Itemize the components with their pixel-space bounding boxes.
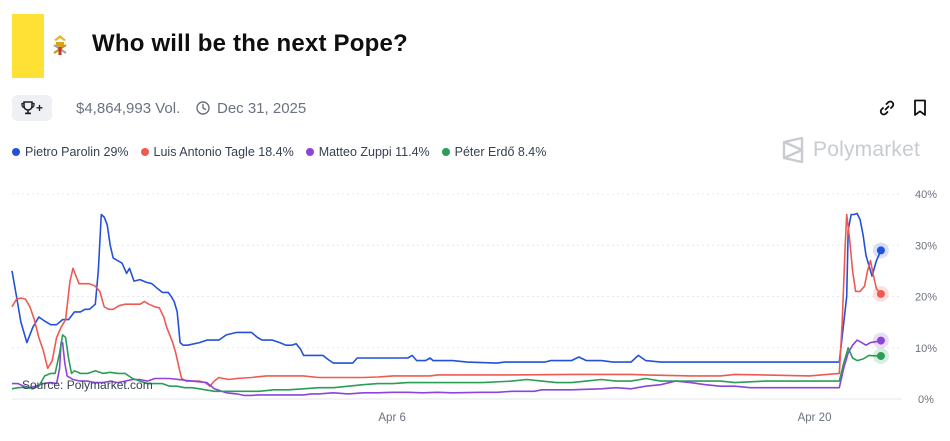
legend-label: Matteo Zuppi 11.4% — [318, 145, 430, 159]
legend-label: Pietro Parolin 29% — [25, 145, 129, 159]
series-line — [12, 339, 882, 397]
trophy-plus-button[interactable]: + — [12, 95, 52, 121]
y-tick-label: 40% — [915, 189, 937, 201]
link-icon[interactable] — [878, 99, 896, 117]
series-end-dot — [876, 336, 885, 345]
legend-dot — [140, 148, 149, 156]
series-end-dot — [876, 351, 885, 360]
legend-item-zuppi: Matteo Zuppi 11.4% — [305, 144, 430, 160]
chart-legend: Pietro Parolin 29% Luis Antonio Tagle 18… — [12, 144, 546, 160]
series-line — [11, 212, 882, 364]
market-title: Who will be the next Pope? — [92, 30, 408, 57]
x-tick-label: Apr 6 — [378, 412, 406, 424]
legend-dot — [305, 148, 314, 156]
series-end-dot — [876, 289, 885, 298]
y-tick-label: 30% — [915, 240, 937, 252]
legend-item-erdo: Péter Erdő 8.4% — [441, 144, 547, 160]
legend-item-tagle: Luis Antonio Tagle 18.4% — [140, 144, 294, 160]
market-end-date: Dec 31, 2025 — [217, 100, 307, 117]
polymarket-logo-icon — [782, 137, 804, 163]
legend-label: Péter Erdő 8.4% — [454, 145, 547, 159]
trophy-icon — [21, 101, 35, 115]
polymarket-brand: Polymarket — [781, 137, 920, 163]
series-end-dot — [876, 246, 885, 255]
y-tick-label: 20% — [915, 292, 937, 304]
series-line — [11, 334, 881, 393]
y-axis-ticks: 0% 10% 20% 30% 40% — [915, 189, 937, 406]
source-label: Source: Polymarket.com — [22, 378, 153, 392]
chart-lines — [11, 212, 882, 397]
vatican-flag-icon — [12, 14, 76, 78]
brand-name: Polymarket — [813, 138, 921, 161]
legend-item-parolin: Pietro Parolin 29% — [12, 144, 129, 160]
legend-dot — [441, 148, 450, 156]
plus-icon: + — [35, 101, 43, 115]
chart-grid — [12, 193, 902, 400]
chart-end-dots — [872, 242, 889, 364]
y-tick-label: 0% — [918, 394, 934, 406]
market-volume: $4,864,993 Vol. — [76, 100, 181, 117]
x-tick-label: Apr 20 — [798, 412, 832, 424]
bookmark-icon[interactable] — [912, 99, 928, 117]
market-header: Who will be the next Pope? — [0, 0, 950, 90]
clock-icon — [196, 101, 210, 115]
legend-label: Luis Antonio Tagle 18.4% — [153, 145, 294, 159]
legend-dot — [12, 148, 20, 156]
y-tick-label: 10% — [915, 343, 937, 355]
market-meta-row: + $4,864,993 Vol. Dec 31, 2025 — [0, 93, 950, 127]
